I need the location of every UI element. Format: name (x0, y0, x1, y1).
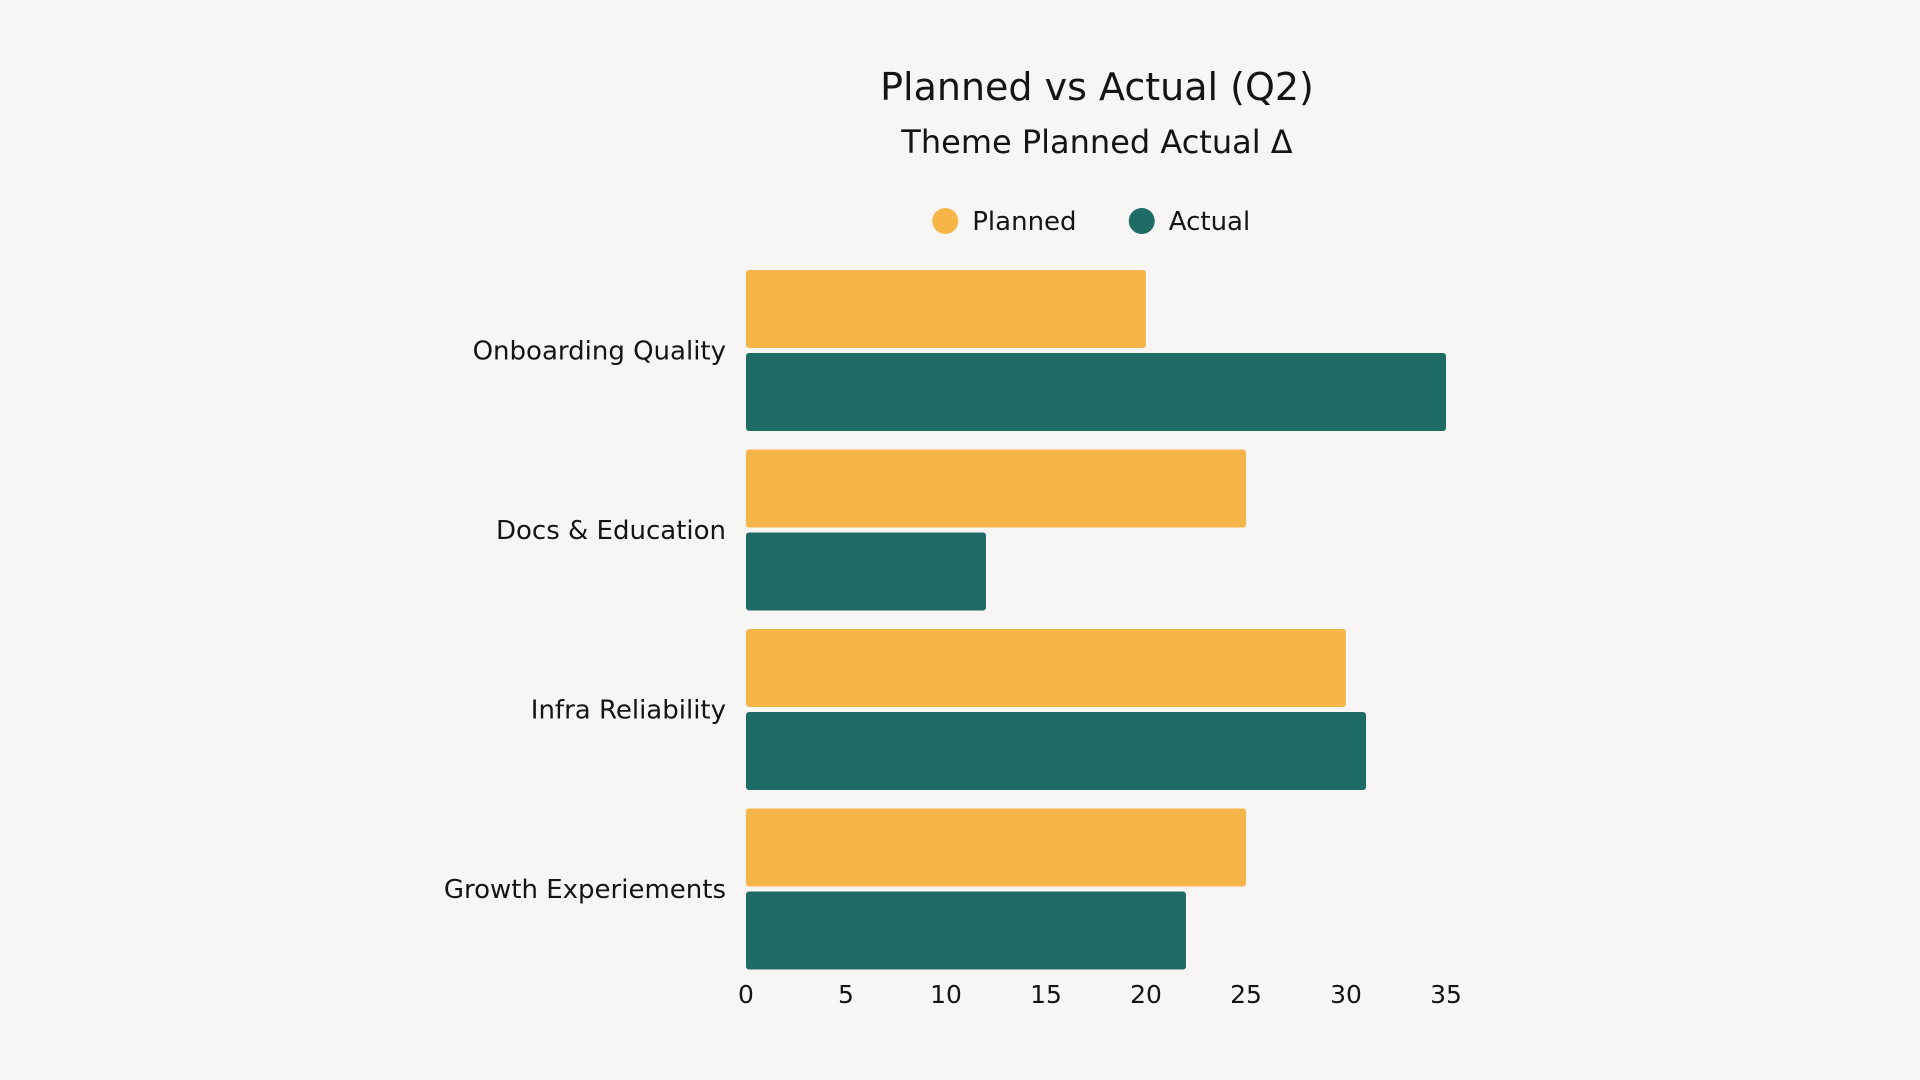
x-tick-label-10: 10 (930, 980, 962, 1009)
legend-item-actual: Actual (1128, 207, 1250, 237)
category-label-infra-reliability: Infra Reliability (531, 696, 726, 726)
x-tick-label-35: 35 (1430, 980, 1462, 1009)
category-label-docs-and-education: Docs & Education (496, 516, 726, 546)
category-labels: Onboarding Quality Docs & Education Infra … (444, 337, 726, 906)
bars-group: Planned: 20Actual: 35Planned: 25Actual: … (746, 270, 1446, 970)
category-label-growth-experiements: Growth Experiements (444, 875, 726, 905)
x-tick-label-5: 5 (838, 980, 854, 1009)
legend-label-planned: Planned (972, 207, 1076, 237)
legend-item-planned: Planned (932, 207, 1077, 237)
x-tick-label-25: 25 (1230, 980, 1262, 1009)
x-tick-label-20: 20 (1130, 980, 1162, 1009)
chart-subtitle: Theme Planned Actual Δ (900, 123, 1293, 161)
x-tick-label-15: 15 (1030, 980, 1062, 1009)
x-axis-ticks: 0 5 10 15 20 25 30 35 (738, 980, 1462, 1009)
bar-actual-growth-experiements: Actual: 22 (746, 891, 1186, 970)
x-tick-label-0: 0 (738, 980, 754, 1009)
legend-swatch-planned (932, 208, 959, 234)
bar-planned-onboarding-quality: Planned: 20 (746, 270, 1146, 348)
legend-swatch-actual (1128, 208, 1155, 234)
category-label-onboarding-quality: Onboarding Quality (473, 337, 726, 367)
bar-actual-infra-reliability: Actual: 31 (746, 712, 1366, 790)
bar-planned-growth-experiements: Planned: 25 (746, 808, 1246, 887)
chart-legend: Planned Actual (932, 207, 1250, 237)
bar-actual-docs-and-education: Actual: 12 (746, 532, 986, 611)
bar-actual-onboarding-quality: Actual: 35 (746, 353, 1446, 431)
x-tick-label-30: 30 (1330, 980, 1362, 1009)
bar-planned-infra-reliability: Planned: 30 (746, 629, 1346, 707)
chart-title: Planned vs Actual (Q2) (880, 65, 1314, 109)
legend-label-actual: Actual (1169, 207, 1250, 237)
bar-planned-docs-and-education: Planned: 25 (746, 449, 1246, 528)
